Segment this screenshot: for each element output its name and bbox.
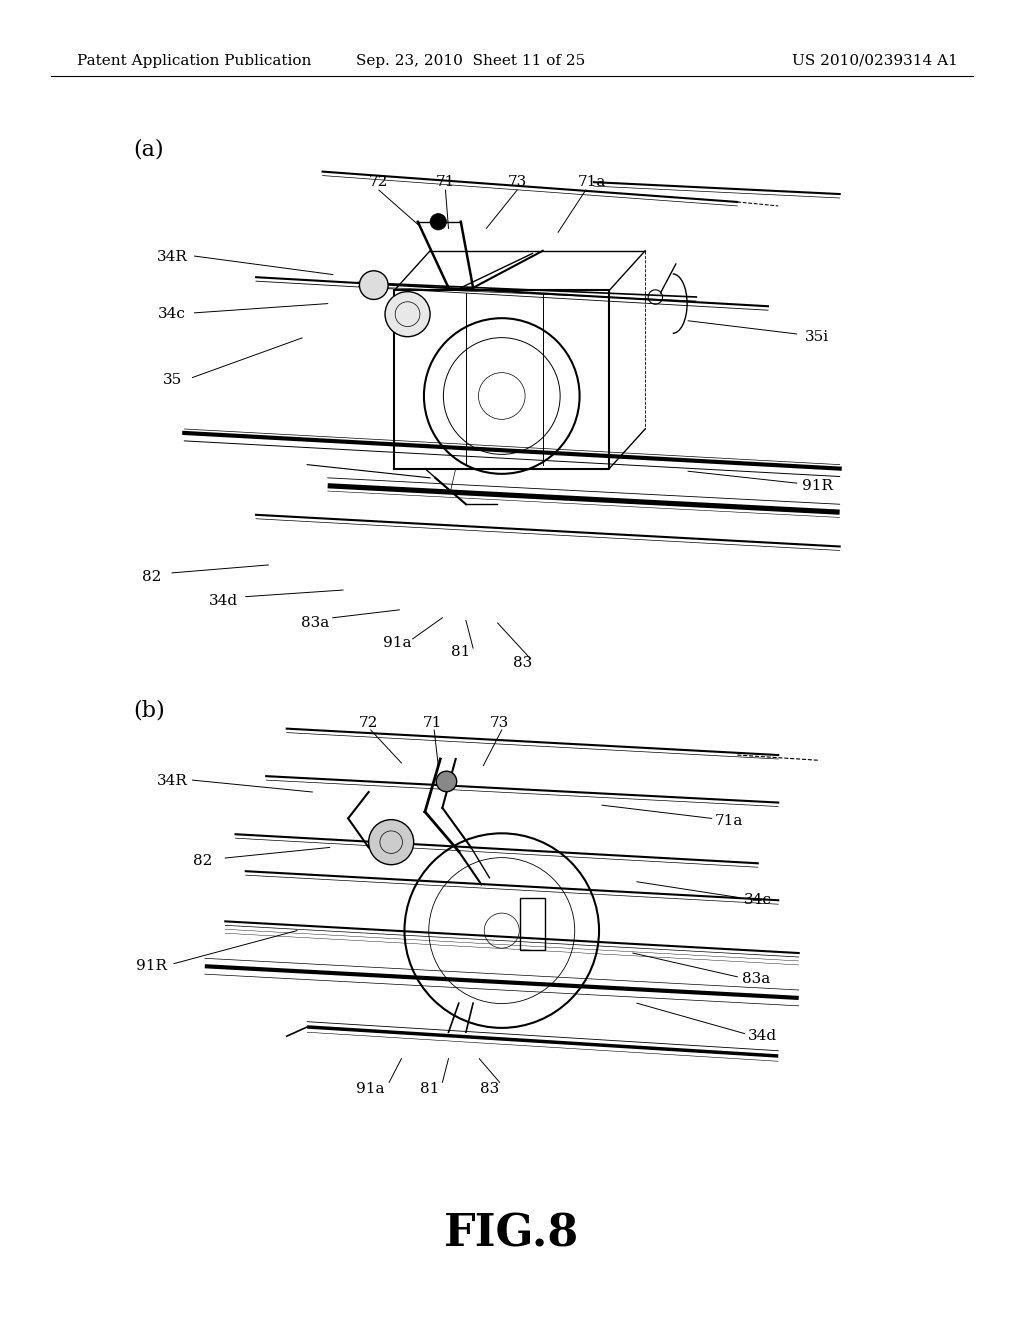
Text: 34R: 34R: [157, 775, 187, 788]
Text: 72: 72: [359, 717, 378, 730]
Text: 34c: 34c: [158, 308, 186, 321]
Text: 81: 81: [452, 645, 470, 659]
Text: 73: 73: [508, 176, 526, 189]
Circle shape: [369, 820, 414, 865]
Text: 91a: 91a: [356, 1082, 385, 1096]
Text: 72: 72: [370, 176, 388, 189]
Text: 34R: 34R: [157, 251, 187, 264]
Text: (a): (a): [133, 139, 164, 161]
Text: 35i: 35i: [805, 330, 829, 343]
Circle shape: [359, 271, 388, 300]
Text: 35: 35: [163, 374, 181, 387]
Circle shape: [436, 771, 457, 792]
Text: 71a: 71a: [715, 814, 743, 828]
Text: 83: 83: [513, 656, 531, 669]
Text: 83a: 83a: [741, 973, 770, 986]
Text: (b): (b): [133, 700, 165, 722]
Text: 82: 82: [194, 854, 212, 867]
Text: FIG.8: FIG.8: [444, 1213, 580, 1255]
Text: 34c: 34c: [743, 894, 772, 907]
Text: 71: 71: [436, 176, 455, 189]
Text: 91R: 91R: [136, 960, 167, 973]
Text: 82: 82: [142, 570, 161, 583]
Text: Sep. 23, 2010  Sheet 11 of 25: Sep. 23, 2010 Sheet 11 of 25: [356, 54, 586, 69]
Text: 83: 83: [480, 1082, 499, 1096]
Circle shape: [430, 214, 446, 230]
Circle shape: [385, 292, 430, 337]
Text: 91a: 91a: [383, 636, 412, 649]
Text: 91R: 91R: [802, 479, 833, 492]
Text: US 2010/0239314 A1: US 2010/0239314 A1: [792, 54, 957, 69]
Text: 73: 73: [490, 717, 509, 730]
Bar: [520, 898, 546, 950]
Text: 71: 71: [423, 717, 441, 730]
Text: 34d: 34d: [749, 1030, 777, 1043]
Text: 83a: 83a: [301, 616, 330, 630]
Text: Patent Application Publication: Patent Application Publication: [77, 54, 311, 69]
Text: 71a: 71a: [578, 176, 606, 189]
Text: 81: 81: [421, 1082, 439, 1096]
Text: 34d: 34d: [209, 594, 238, 607]
